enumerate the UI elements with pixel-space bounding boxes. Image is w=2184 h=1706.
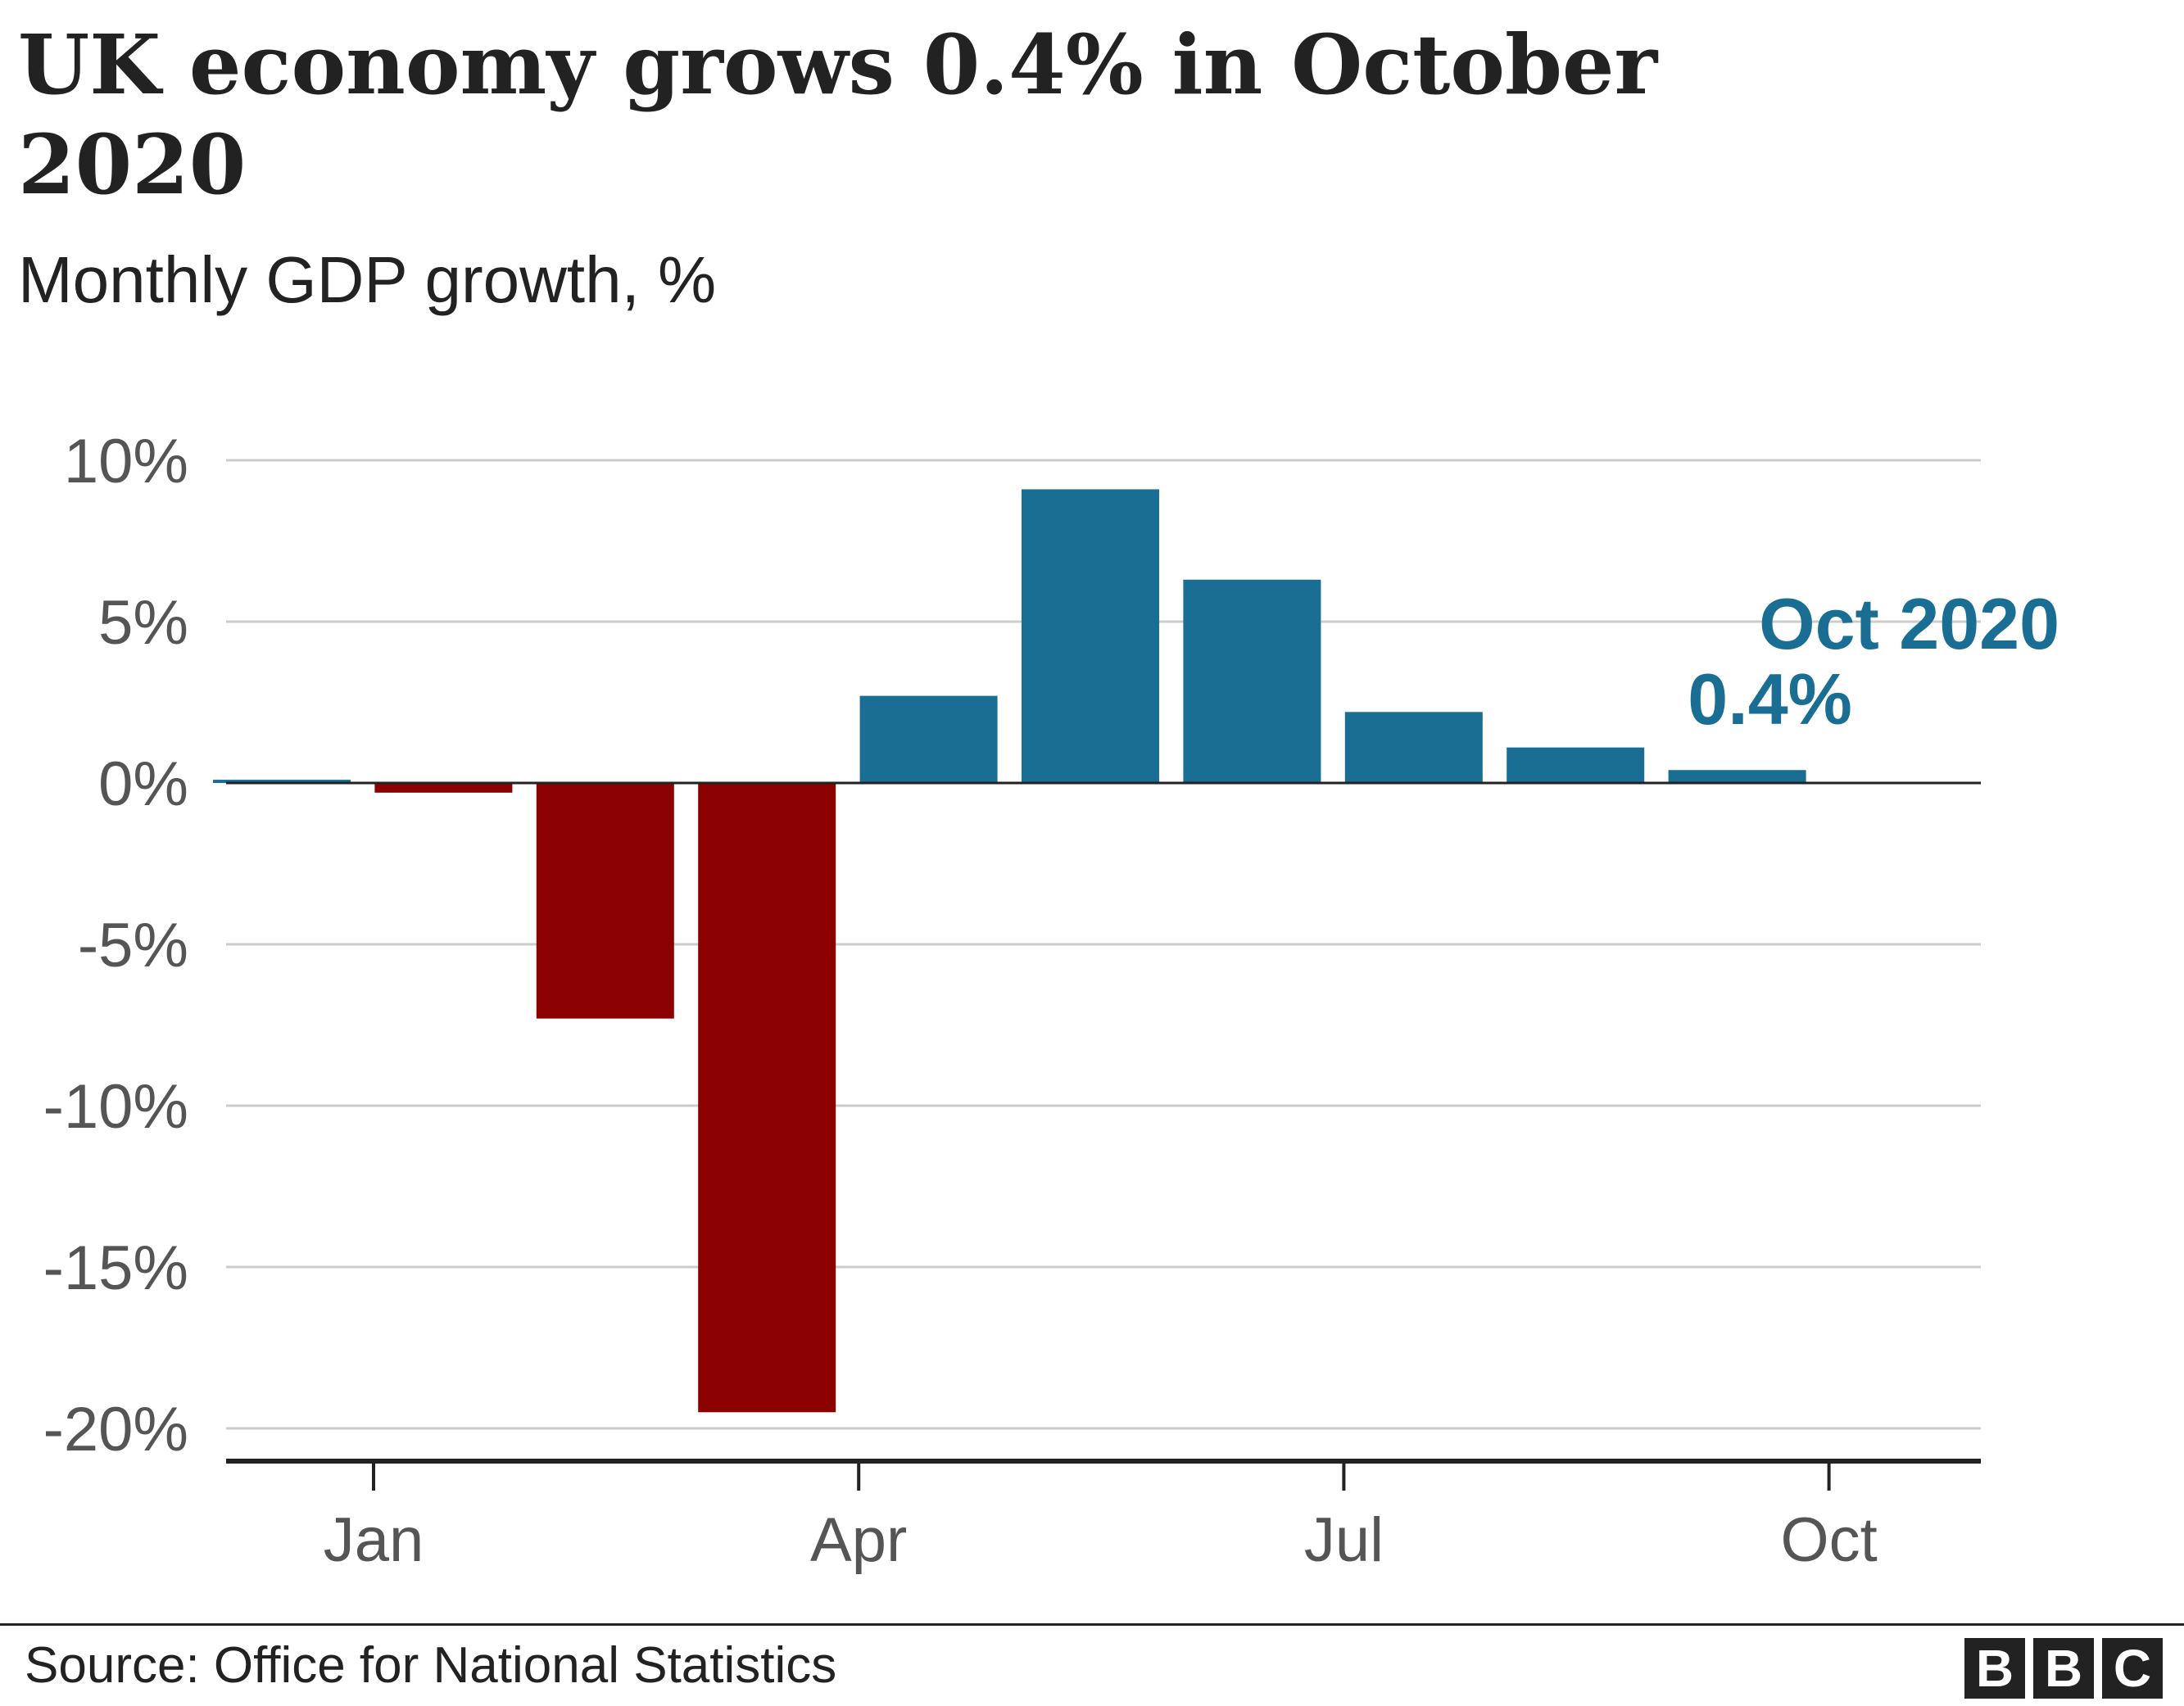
annotation-label: Oct 2020 bbox=[1759, 583, 2059, 664]
bbc-logo-block: B bbox=[1964, 1638, 2025, 1699]
bar-apr bbox=[698, 783, 836, 1413]
chart-subtitle: Monthly GDP growth, % bbox=[18, 243, 717, 316]
y-tick-label: 0% bbox=[98, 749, 188, 819]
bar-jul bbox=[1183, 579, 1321, 783]
chart-title: UK economy grows 0.4% in October 2020 bbox=[18, 16, 1658, 213]
x-tick-label: Oct bbox=[1780, 1505, 1877, 1575]
x-tick-label: Jul bbox=[1304, 1505, 1384, 1575]
y-tick-label: -10% bbox=[43, 1072, 188, 1142]
y-axis-labels: 10% 5% 0% -5% -10% -15% -20% bbox=[43, 427, 188, 1464]
y-tick-label: 10% bbox=[64, 427, 188, 496]
bar-mar bbox=[536, 783, 674, 1019]
gridlines bbox=[226, 459, 1981, 1430]
bar-jun bbox=[1022, 489, 1159, 783]
bars bbox=[213, 489, 1806, 1413]
y-tick-label: 5% bbox=[98, 588, 188, 658]
bar-sep bbox=[1507, 747, 1645, 783]
y-tick-label: -20% bbox=[43, 1395, 188, 1464]
oct-2020-annotation: Oct 2020 0.4% bbox=[1688, 583, 2059, 740]
x-tick-label: Jan bbox=[324, 1505, 424, 1575]
bar-oct bbox=[1668, 770, 1806, 783]
y-tick-label: -5% bbox=[78, 911, 188, 980]
bar-aug bbox=[1344, 712, 1483, 783]
gdp-bar-chart: 10% 5% 0% -5% -10% -15% -20% Jan Apr Jul Oct Oct … bbox=[43, 427, 2059, 1575]
footer-divider bbox=[0, 1623, 2184, 1626]
bar-feb bbox=[374, 783, 513, 793]
source-note: Source: Office for National Statistics bbox=[25, 1637, 837, 1694]
annotation-value: 0.4% bbox=[1688, 658, 1852, 740]
bar-jan bbox=[213, 780, 351, 784]
bar-may bbox=[859, 695, 998, 783]
bbc-logo-block: B bbox=[2033, 1638, 2094, 1699]
bbc-logo: B B C bbox=[1964, 1638, 2163, 1699]
bbc-logo-block: C bbox=[2102, 1638, 2163, 1699]
x-axis-ticks: Jan Apr Jul Oct bbox=[324, 1461, 1878, 1575]
x-tick-label: Apr bbox=[810, 1505, 907, 1575]
y-tick-label: -15% bbox=[43, 1233, 188, 1303]
